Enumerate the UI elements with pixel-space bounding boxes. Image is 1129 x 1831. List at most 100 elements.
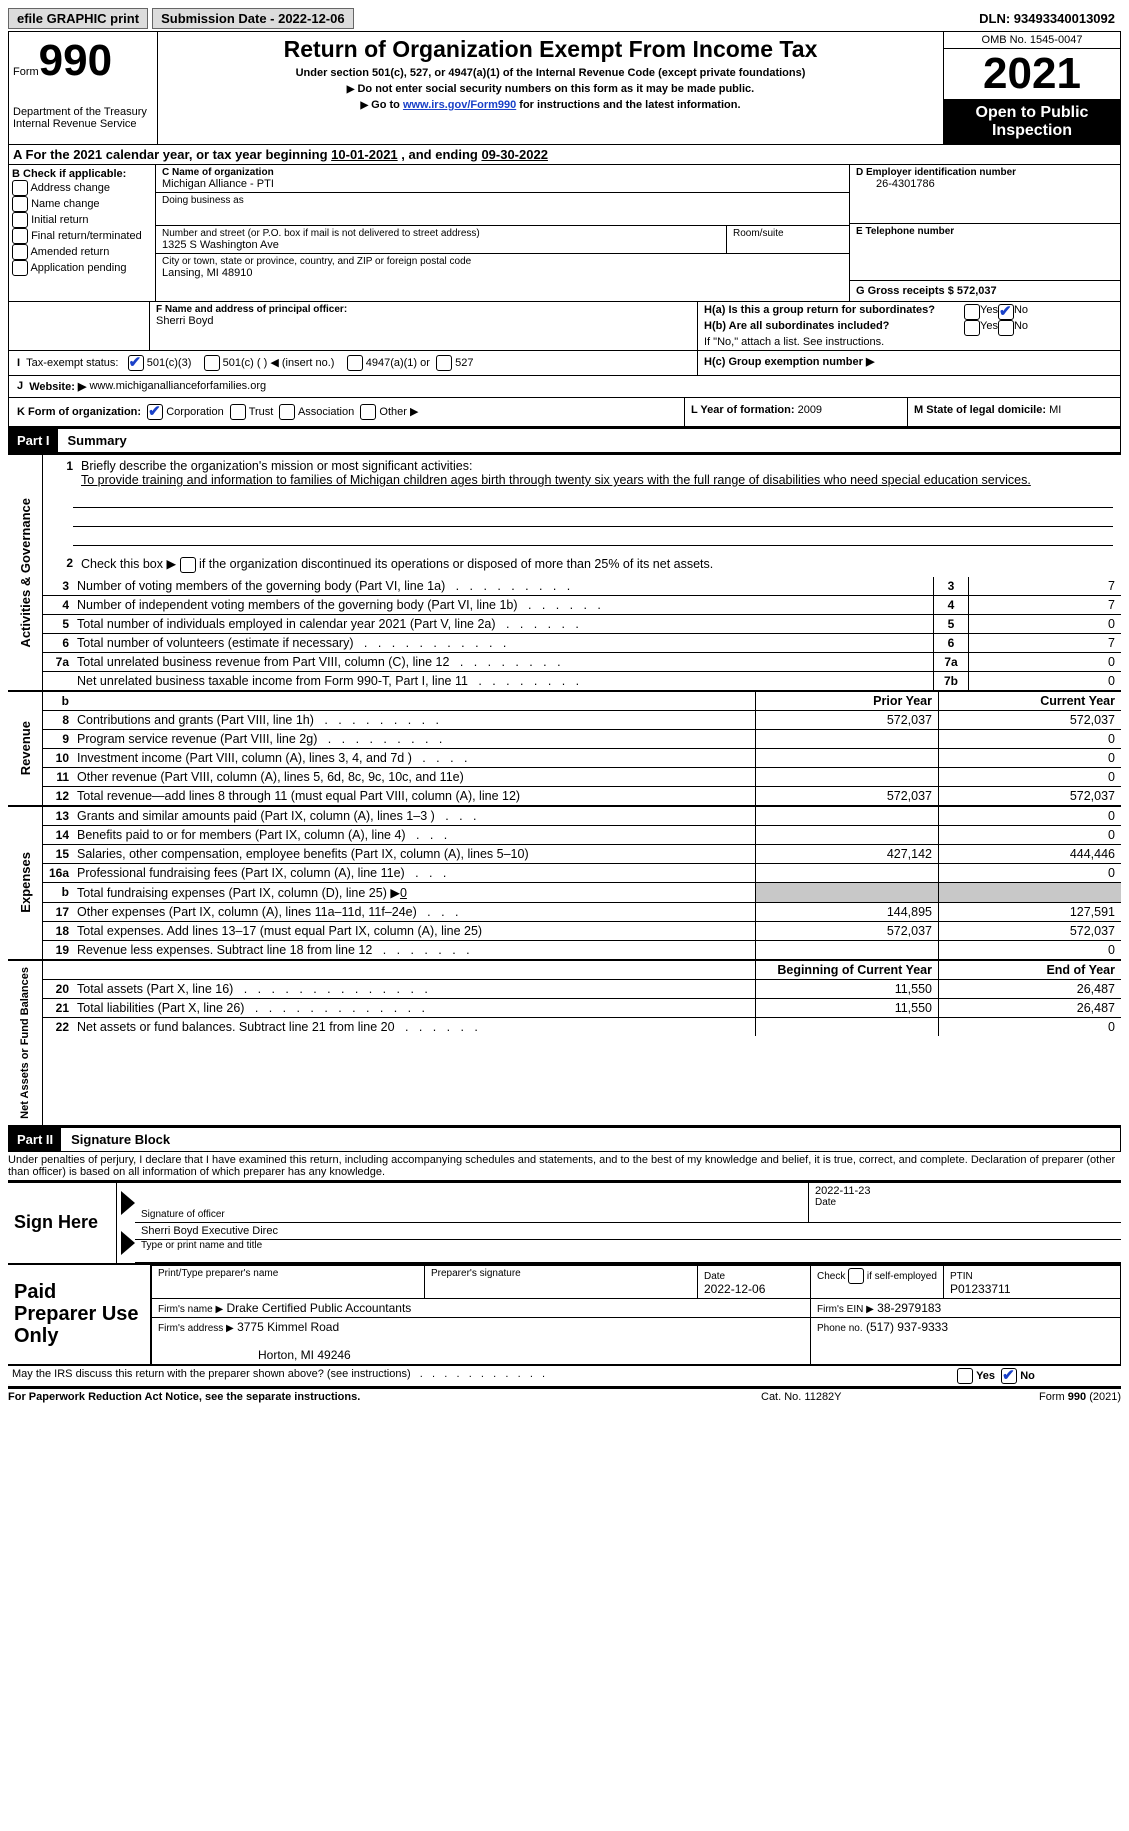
c11: 0 — [938, 768, 1121, 786]
tax-year: 2021 — [944, 49, 1120, 100]
p20: 11,550 — [755, 980, 938, 998]
j-row: J Website: ▶ www.michiganallianceforfami… — [8, 376, 1121, 398]
part2-header: Part II Signature Block — [8, 1127, 1121, 1152]
note-ssn: Do not enter social security numbers on … — [357, 83, 754, 95]
firm-phone: (517) 937-9333 — [866, 1320, 948, 1334]
website-url[interactable]: www.michiganallianceforfamilies.org — [89, 380, 266, 393]
4947-checkbox[interactable] — [347, 355, 363, 371]
ha-yes-checkbox[interactable] — [964, 304, 980, 320]
self-employed-checkbox[interactable] — [848, 1268, 864, 1284]
dln-label: DLN: 93493340013092 — [973, 11, 1121, 26]
c16a: 0 — [938, 864, 1121, 882]
ha-no-checkbox[interactable] — [998, 304, 1014, 320]
activities-governance: Activities & Governance 1Briefly describ… — [8, 453, 1121, 690]
city-state-zip: Lansing, MI 48910 — [162, 267, 843, 279]
form-word: Form — [13, 66, 39, 78]
c8: 572,037 — [938, 711, 1121, 729]
submission-date-button[interactable]: Submission Date - 2022-12-06 — [152, 8, 354, 29]
box-c: C Name of organization Michigan Alliance… — [156, 165, 850, 301]
irs-link[interactable]: www.irs.gov/Form990 — [403, 99, 516, 111]
v5: 0 — [968, 615, 1121, 633]
open-to-public: Open to Public Inspection — [944, 100, 1120, 144]
c14: 0 — [938, 826, 1121, 844]
name-change-checkbox[interactable] — [12, 196, 28, 212]
c17: 127,591 — [938, 903, 1121, 921]
typed-name: Sherri Boyd Executive Direc — [135, 1223, 1121, 1240]
c19: 0 — [938, 941, 1121, 959]
501c-checkbox[interactable] — [204, 355, 220, 371]
fh-row: F Name and address of principal officer:… — [8, 302, 1121, 351]
v6: 7 — [968, 634, 1121, 652]
discuss-yes-checkbox[interactable] — [957, 1368, 973, 1384]
p18: 572,037 — [755, 922, 938, 940]
note-goto-b: for instructions and the latest informat… — [516, 99, 740, 111]
mission-text: To provide training and information to f… — [81, 473, 1031, 487]
p15: 427,142 — [755, 845, 938, 863]
i-row: I Tax-exempt status: 501(c)(3) 501(c) ( … — [8, 351, 1121, 376]
revenue-section: Revenue bPrior YearCurrent Year 8Contrib… — [8, 690, 1121, 805]
efile-button[interactable]: efile GRAPHIC print — [8, 8, 148, 29]
hb-yes-checkbox[interactable] — [964, 320, 980, 336]
officer-name: Sherri Boyd — [156, 315, 691, 327]
klm-row: K Form of organization: Corporation Trus… — [8, 398, 1121, 427]
sign-here-block: Sign Here Signature of officer 2022-11-2… — [8, 1181, 1121, 1263]
ein: 26-4301786 — [856, 178, 1114, 190]
perjury-declaration: Under penalties of perjury, I declare th… — [8, 1152, 1121, 1181]
firm-name: Drake Certified Public Accountants — [227, 1301, 412, 1315]
firm-addr2: Horton, MI 49246 — [158, 1348, 351, 1362]
c9: 0 — [938, 730, 1121, 748]
footer: For Paperwork Reduction Act Notice, see … — [8, 1388, 1121, 1403]
irs-label: Internal Revenue Service — [13, 118, 153, 130]
form-header: Form990 Department of the Treasury Inter… — [8, 31, 1121, 145]
p12: 572,037 — [755, 787, 938, 805]
form-subtitle: Under section 501(c), 527, or 4947(a)(1)… — [166, 67, 935, 79]
form-number: 990 — [39, 36, 112, 85]
c10: 0 — [938, 749, 1121, 767]
top-bar: efile GRAPHIC print Submission Date - 20… — [8, 8, 1121, 29]
other-checkbox[interactable] — [360, 404, 376, 420]
v7a: 0 — [968, 653, 1121, 671]
firm-addr1: 3775 Kimmel Road — [237, 1320, 339, 1334]
street-address: 1325 S Washington Ave — [162, 239, 720, 251]
trust-checkbox[interactable] — [230, 404, 246, 420]
sig-date: 2022-11-23 — [815, 1185, 1115, 1197]
p21: 11,550 — [755, 999, 938, 1017]
c18: 572,037 — [938, 922, 1121, 940]
form-title: Return of Organization Exempt From Incom… — [166, 36, 935, 63]
v3: 7 — [968, 577, 1121, 595]
box-b: B Check if applicable: Address change Na… — [9, 165, 156, 301]
entity-block: B Check if applicable: Address change Na… — [8, 165, 1121, 302]
c20: 26,487 — [938, 980, 1121, 998]
discuss-no-checkbox[interactable] — [1001, 1368, 1017, 1384]
line2-checkbox[interactable] — [180, 557, 196, 573]
amended-checkbox[interactable] — [12, 244, 28, 260]
addr-change-checkbox[interactable] — [12, 180, 28, 196]
discuss-row: May the IRS discuss this return with the… — [8, 1366, 1121, 1388]
corp-checkbox[interactable] — [147, 404, 163, 420]
org-name: Michigan Alliance - PTI — [162, 178, 843, 190]
app-pending-checkbox[interactable] — [12, 260, 28, 276]
527-checkbox[interactable] — [436, 355, 452, 371]
p8: 572,037 — [755, 711, 938, 729]
final-return-checkbox[interactable] — [12, 228, 28, 244]
box-deg: D Employer identification number 26-4301… — [850, 165, 1120, 301]
part1-header: Part I Summary — [8, 427, 1121, 453]
prep-date: 2022-12-06 — [704, 1282, 765, 1296]
expenses-section: Expenses 13Grants and similar amounts pa… — [8, 805, 1121, 959]
note-goto-a: Go to — [371, 99, 403, 111]
assoc-checkbox[interactable] — [279, 404, 295, 420]
omb-label: OMB No. 1545-0047 — [944, 32, 1120, 49]
501c3-checkbox[interactable] — [128, 355, 144, 371]
dept-label: Department of the Treasury — [13, 106, 153, 118]
c16b: 0 — [400, 886, 407, 900]
net-assets-section: Net Assets or Fund Balances Beginning of… — [8, 959, 1121, 1127]
c21: 26,487 — [938, 999, 1121, 1017]
initial-return-checkbox[interactable] — [12, 212, 28, 228]
hb-no-checkbox[interactable] — [998, 320, 1014, 336]
line-a: A For the 2021 calendar year, or tax yea… — [8, 145, 1121, 165]
c15: 444,446 — [938, 845, 1121, 863]
v7b: 0 — [968, 672, 1121, 690]
c12: 572,037 — [938, 787, 1121, 805]
state-domicile: MI — [1049, 404, 1061, 416]
year-formed: 2009 — [798, 404, 822, 416]
